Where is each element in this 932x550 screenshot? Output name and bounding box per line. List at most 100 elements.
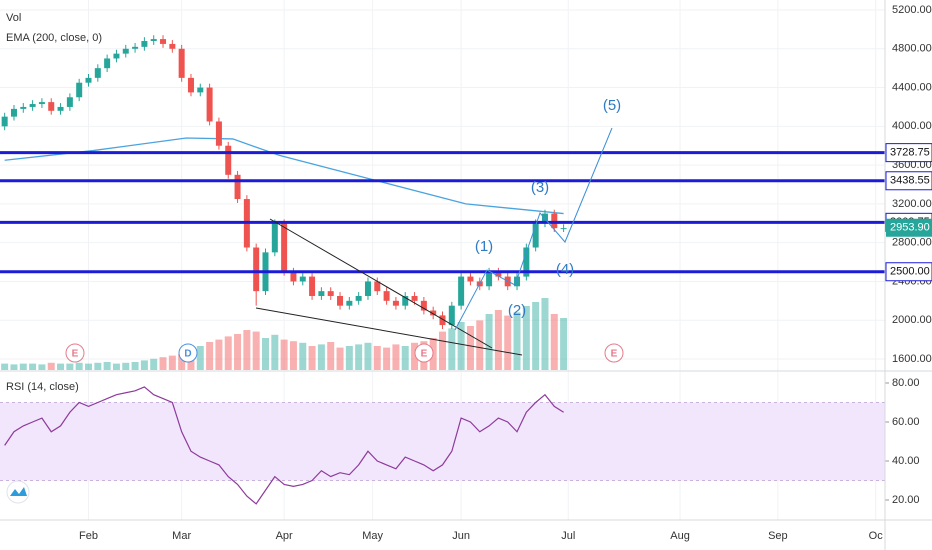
wave-label: (5)	[603, 97, 621, 114]
candle-body	[448, 305, 455, 326]
candle-body	[439, 315, 446, 326]
volume-bar	[355, 344, 363, 370]
candle-body	[560, 228, 567, 230]
y-tick-label: 2000.00	[892, 314, 932, 326]
event-label: D	[184, 349, 191, 360]
candle-body	[141, 41, 148, 47]
candle-body	[495, 271, 502, 277]
wave-label: (4)	[556, 261, 574, 278]
volume-bar	[364, 342, 372, 370]
volume-bar	[289, 341, 297, 370]
x-tick-label: Jul	[561, 530, 575, 542]
volume-bar	[522, 306, 530, 370]
volume-bar	[234, 334, 242, 370]
candle-body	[290, 271, 297, 282]
candle-body	[38, 102, 45, 105]
candle-body	[402, 295, 409, 306]
wave-label: (3)	[531, 179, 549, 196]
candle-body	[178, 48, 185, 78]
volume-bar	[476, 320, 484, 370]
candle-body	[430, 310, 437, 316]
volume-bar	[215, 339, 223, 370]
volume-bar	[85, 363, 92, 370]
volume-bar	[66, 363, 74, 370]
volume-bar	[224, 336, 232, 370]
legend-rsi: RSI (14, close)	[6, 381, 79, 393]
candle-body	[523, 247, 530, 277]
volume-bar	[532, 302, 540, 370]
volume-bar	[271, 334, 279, 370]
event-marker[interactable]	[414, 343, 434, 363]
last-price-label: 2953.90	[890, 222, 930, 234]
x-tick-label: Oc	[869, 530, 884, 542]
candle-body	[206, 87, 213, 122]
volume-bar	[560, 318, 568, 370]
volume-bar	[550, 314, 558, 370]
volume-bar	[485, 314, 493, 370]
candle-body	[20, 106, 27, 109]
volume-bar	[38, 364, 46, 370]
volume-bar	[206, 342, 214, 370]
legend-ema: EMA (200, close, 0)	[6, 32, 102, 44]
volume-bar	[336, 347, 344, 370]
legend-vol: Vol	[6, 12, 21, 24]
event-marker[interactable]	[65, 343, 85, 363]
candle-body	[355, 295, 362, 301]
volume-bar	[94, 362, 102, 370]
y-tick-label: 80.00	[892, 377, 920, 389]
event-label: E	[72, 349, 79, 360]
volume-bar	[168, 355, 176, 370]
candle-body	[392, 300, 399, 306]
wave-label: (2)	[508, 302, 526, 319]
y-tick-label: 20.00	[892, 494, 920, 506]
x-tick-label: Mar	[172, 530, 191, 542]
volume-bar	[19, 363, 27, 370]
y-tick-label: 3200.00	[892, 198, 932, 210]
logo[interactable]	[6, 480, 30, 504]
volume-bar	[150, 358, 158, 370]
volume-bar	[131, 362, 139, 370]
volume-bar	[466, 326, 474, 370]
x-tick-label: May	[362, 530, 383, 542]
event-label: E	[421, 349, 428, 360]
volume-bar	[159, 357, 167, 370]
candle-body	[169, 43, 176, 49]
candle-body	[253, 247, 260, 292]
candle-body	[197, 87, 204, 93]
candle-body	[150, 39, 157, 42]
volume-bar	[401, 346, 409, 370]
x-tick-label: Apr	[276, 530, 293, 542]
volume-bar	[383, 347, 391, 370]
candle-body	[271, 223, 278, 253]
y-tick-label: 4800.00	[892, 43, 932, 55]
volume-bar	[541, 298, 549, 370]
level-label: 2500.00	[890, 266, 930, 278]
candle-body	[383, 291, 390, 301]
candle-body	[187, 77, 194, 93]
event-marker[interactable]	[604, 343, 624, 363]
volume-bar	[262, 338, 269, 370]
event-marker[interactable]	[178, 343, 198, 363]
level-label: 3438.55	[890, 175, 930, 187]
candle-body	[346, 300, 353, 306]
y-tick-label: 1600.00	[892, 353, 932, 365]
volume-bar	[373, 346, 381, 370]
volume-bar	[75, 362, 83, 370]
volume-bar	[103, 362, 111, 370]
volume-bar	[178, 354, 186, 370]
candle-body	[411, 295, 418, 301]
volume-bar	[317, 344, 325, 370]
x-tick-label: Jun	[452, 530, 470, 542]
level-label-box	[885, 262, 932, 282]
trend-line	[255, 307, 523, 356]
volume-bar	[29, 363, 37, 370]
candle-body	[364, 281, 371, 296]
candle-body	[458, 276, 465, 306]
volume-bar	[411, 342, 419, 370]
candle-body	[514, 276, 521, 287]
y-tick-label: 4000.00	[892, 120, 932, 132]
candle-body	[66, 97, 73, 107]
candle-body	[94, 68, 101, 78]
event-label: E	[611, 349, 618, 360]
